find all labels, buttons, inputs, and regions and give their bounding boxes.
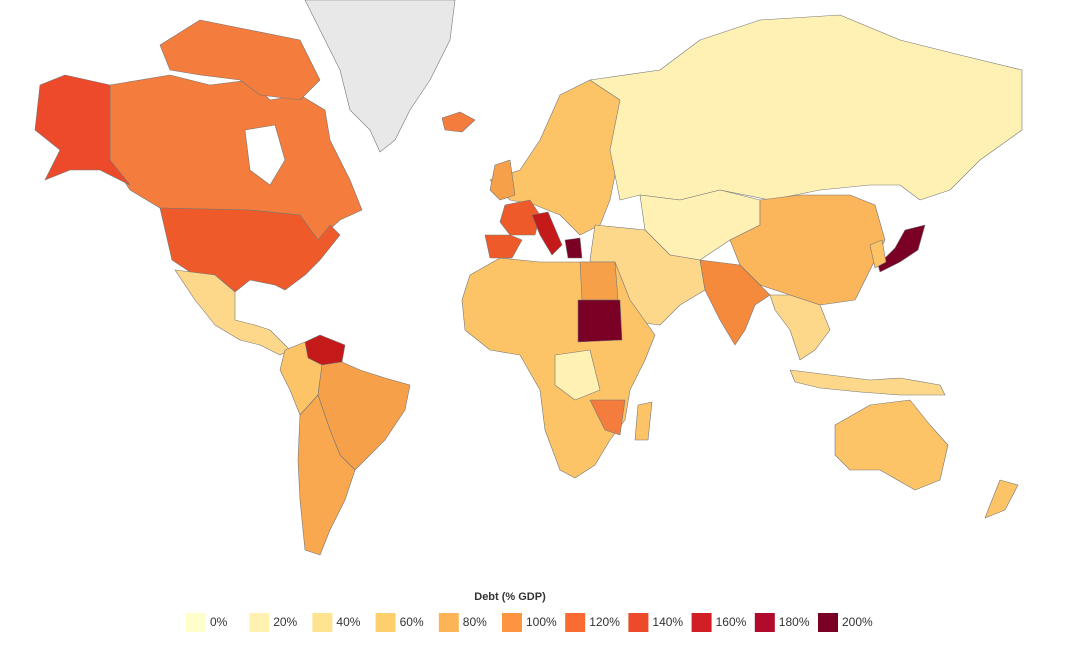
legend-label: 100% [526,615,557,629]
legend: Debt (% GDP) 0% 20% 40% 60% 80% 100% 120% 140% 1… [186,591,873,632]
legend-label: 160% [716,615,747,629]
india [699,259,771,346]
central-africa [554,349,601,401]
indonesia [789,369,946,396]
italy [531,211,563,256]
legend-swatch [312,613,333,632]
france [499,199,541,236]
iceland [441,111,476,133]
legend-label: 60% [400,615,424,629]
australia [834,399,949,491]
southeast-asia [769,294,831,361]
legend-swatch [249,613,270,632]
legend-swatch [438,613,459,632]
legend-swatch [628,613,649,632]
legend-swatch [502,613,522,632]
legend-label: 40% [336,615,360,629]
legend-swatch [754,613,775,632]
legend-label: 180% [779,615,810,629]
legend-label: 0% [210,615,228,629]
greece [564,237,583,259]
legend-label: 20% [273,615,297,629]
legend-swatch [186,613,206,632]
new-zealand [984,479,1019,519]
countries [34,0,1023,556]
mozambique [589,399,626,436]
greenland [304,0,456,153]
legend-swatch [565,613,586,632]
legend-label: 80% [463,615,487,629]
egypt [579,261,619,301]
legend-label: 120% [589,615,620,629]
canada-islands [159,19,321,101]
legend-label: 200% [842,615,873,629]
legend-label: 140% [652,615,683,629]
spain [484,234,523,259]
legend-swatch [375,613,396,632]
southern-sa [297,394,356,556]
legend-swatch [818,613,838,632]
hudson-bay [244,124,286,186]
korea [869,239,887,269]
russia [589,14,1023,201]
sudan [577,299,623,343]
madagascar [634,401,653,441]
japan [877,224,926,273]
legend-swatch [691,613,712,632]
legend-title: Debt (% GDP) [474,591,546,603]
uk [489,159,516,201]
alaska [34,74,131,186]
